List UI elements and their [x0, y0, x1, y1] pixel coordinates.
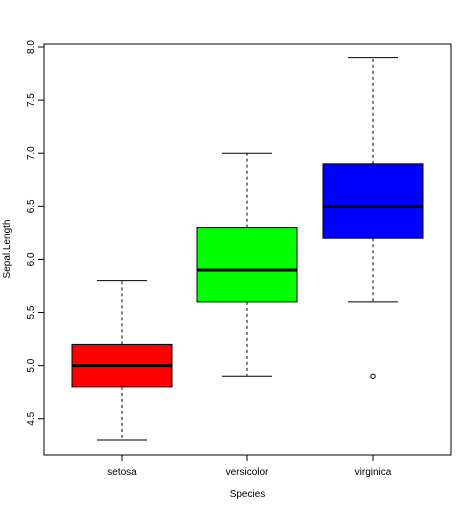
y-tick-label: 5.5 [26, 305, 37, 319]
x-axis: setosa versicolor virginica [107, 455, 392, 478]
boxes [71, 57, 424, 441]
box-setosa [71, 280, 173, 441]
box-virginica [322, 57, 424, 379]
y-axis-title: Sepal.Length [2, 220, 13, 279]
y-axis: 4.5 5.0 5.5 6.0 6.5 7.0 7.5 8.0 [26, 40, 44, 426]
x-tick-label: versicolor [226, 467, 269, 478]
iqr-box [322, 163, 424, 239]
y-tick-label: 6.0 [26, 252, 37, 266]
y-tick-label: 6.5 [26, 199, 37, 213]
y-tick-label: 8.0 [26, 40, 37, 54]
y-tick-label: 7.0 [26, 146, 37, 160]
y-tick-label: 4.5 [26, 411, 37, 425]
x-tick-label: setosa [107, 467, 137, 478]
y-tick-label: 7.5 [26, 93, 37, 107]
iqr-box [196, 227, 298, 303]
y-tick-label: 5.0 [26, 358, 37, 372]
x-tick-label: virginica [355, 467, 392, 478]
box-versicolor [196, 152, 298, 377]
x-axis-title: Species [230, 489, 266, 500]
outlier-point [370, 373, 376, 379]
